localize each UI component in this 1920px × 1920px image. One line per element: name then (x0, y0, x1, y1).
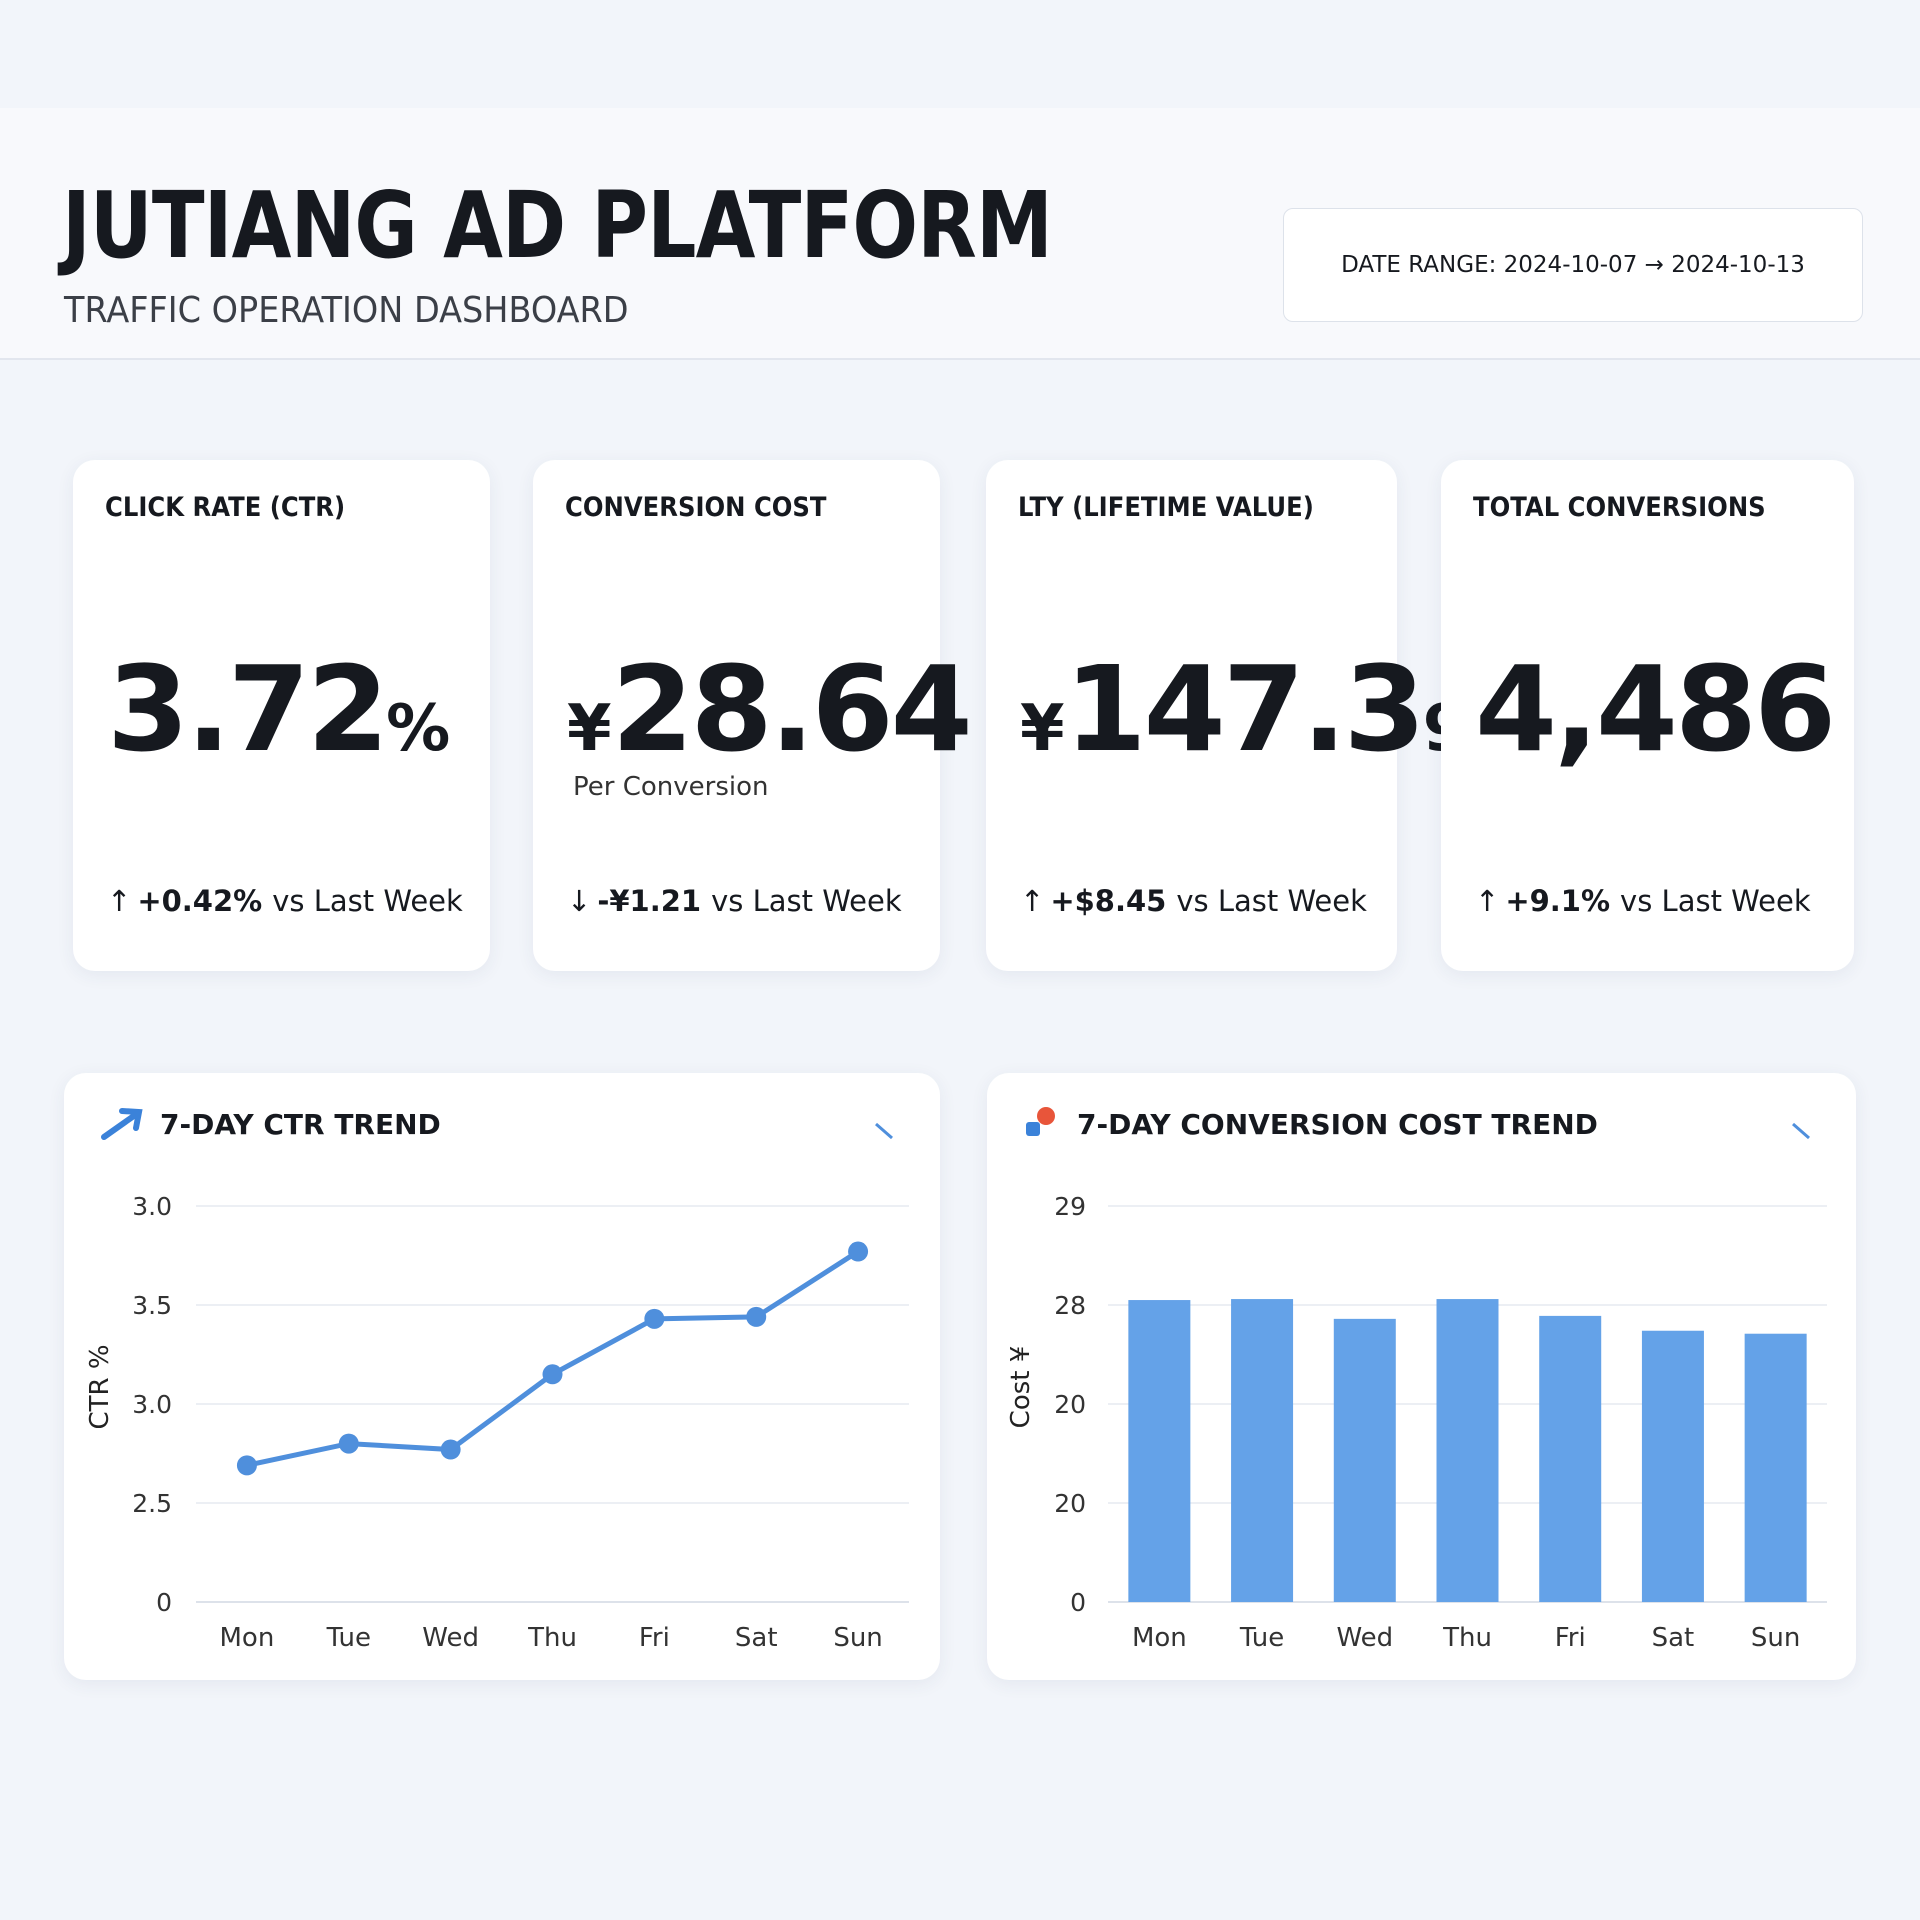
subtitle: TRAFFIC OPERATION DASHBOARD (64, 290, 629, 331)
bar (1128, 1300, 1191, 1602)
title: JUTIANG AD PLATFORM (62, 172, 1053, 279)
point (542, 1364, 563, 1385)
bar (1333, 1318, 1396, 1602)
kpi-card: TOTAL CONVERSIONS 4,486 ↑ +9.1% vs Last Week (1441, 460, 1854, 971)
compare: vs Last Week (1176, 884, 1367, 918)
compare: vs Last Week (272, 884, 463, 918)
trend-icon (101, 1108, 143, 1140)
kpi-delta: ↑ +$8.45 vs Last Week (1020, 884, 1367, 918)
kpi-number: 4,486 (1475, 640, 1836, 778)
delta: +$8.45 (1050, 884, 1167, 918)
panel (64, 1073, 940, 1680)
arrow: ↓ (567, 884, 592, 918)
kpi-delta: ↓ -¥1.21 vs Last Week (567, 884, 902, 918)
y-tick-label: 29 (1054, 1192, 1086, 1221)
y-tick-label: 3.0 (132, 1192, 172, 1221)
point (848, 1241, 869, 1262)
x-tick-label: Sat (1652, 1623, 1695, 1653)
kpi-value: 4,486 (1475, 640, 1836, 778)
x-tick-label: Wed (1336, 1623, 1393, 1653)
y-tick-label: 20 (1054, 1489, 1086, 1518)
kpi-card: CLICK RATE (CTR) 3.72% ↑ +0.42% vs Last Week (73, 460, 490, 971)
point (236, 1455, 257, 1476)
kpi-prefix: ¥ (567, 692, 612, 766)
kpi-label: LTY (LIFETIME VALUE) (1018, 492, 1314, 523)
icon (1037, 1107, 1055, 1125)
chart-title: 7-DAY CTR TREND (160, 1108, 441, 1141)
kpi-card: LTY (LIFETIME VALUE) ¥147.39 ↑+$8.45 vs Las… (986, 460, 1467, 971)
x-tick-label: Fri (639, 1623, 670, 1653)
y-tick-label: 28 (1054, 1291, 1086, 1320)
delta: +0.42% (137, 884, 263, 918)
y-axis-label: CTR % (85, 1344, 115, 1429)
kpi-suffix: % (386, 692, 451, 766)
delta: -¥1.21 (597, 884, 702, 918)
icon (1026, 1122, 1040, 1136)
compare: vs Last Week (1620, 884, 1811, 918)
kpi-delta: ↑ +9.1% vs Last Week (1475, 884, 1811, 918)
chart-title: 7-DAY CONVERSION COST TREND (1077, 1108, 1598, 1141)
point (746, 1306, 767, 1327)
point (440, 1439, 461, 1460)
kpi-label: CLICK RATE (CTR) (105, 492, 346, 523)
x-tick-label: Fri (1555, 1623, 1586, 1653)
bar (1436, 1299, 1499, 1602)
y-tick-label: 0 (156, 1588, 172, 1617)
y-axis-label: Cost ¥ (1006, 1346, 1036, 1429)
kpi-value: ¥28.64 (567, 640, 973, 778)
kpi-number: 28.64 (611, 640, 973, 778)
bar (1539, 1315, 1602, 1602)
point (644, 1308, 665, 1329)
line (246, 1249, 860, 1468)
y-tick-label: 3.5 (132, 1291, 172, 1320)
x-tick-label: Tue (1239, 1623, 1284, 1653)
arrow: ↑ (1475, 884, 1500, 918)
menu-icon (1792, 1122, 1810, 1140)
kpi-card: CONVERSION COST ¥28.64 Per Conversion ↓ -¥1.… (533, 460, 973, 971)
arrow: ↑ (107, 884, 132, 918)
delta: +9.1% (1505, 884, 1611, 918)
x-tick-label: Mon (1132, 1623, 1187, 1653)
kpi-number: 147.3 (1064, 640, 1426, 778)
x-tick-label: Sun (1751, 1623, 1800, 1653)
x-tick-label: Wed (422, 1623, 479, 1653)
arrow: ↑ (1020, 884, 1045, 918)
y-tick-label: 3.0 (132, 1390, 172, 1419)
kpi-number: 3.72 (107, 640, 389, 778)
x-tick-label: Mon (220, 1623, 275, 1653)
bar (1231, 1299, 1294, 1602)
x-tick-label: Sat (735, 1623, 778, 1653)
kpi-label: CONVERSION COST (565, 492, 827, 523)
x-tick-label: Thu (1442, 1623, 1492, 1653)
y-tick-label: 0 (1070, 1588, 1086, 1617)
date-range: DATE RANGE: 2024-10-07 → 2024-10-13 (1283, 208, 1863, 322)
y-tick-label: 20 (1054, 1390, 1086, 1419)
kpi-value: ¥147.39 (1020, 640, 1467, 778)
bar (1641, 1330, 1704, 1602)
x-tick-label: Thu (527, 1623, 577, 1653)
compare: vs Last Week (711, 884, 902, 918)
kpi-delta: ↑ +0.42% vs Last Week (107, 884, 463, 918)
menu-icon (875, 1122, 893, 1140)
point (338, 1433, 359, 1454)
x-tick-label: Tue (326, 1623, 371, 1653)
x-tick-label: Sun (833, 1623, 882, 1653)
bar (1744, 1333, 1807, 1602)
kpi-prefix: ¥ (1020, 692, 1065, 766)
kpi-value: 3.72% (107, 640, 450, 778)
y-tick-label: 2.5 (132, 1489, 172, 1518)
kpi-sub: Per Conversion (573, 772, 769, 802)
kpi-label: TOTAL CONVERSIONS (1473, 492, 1766, 523)
